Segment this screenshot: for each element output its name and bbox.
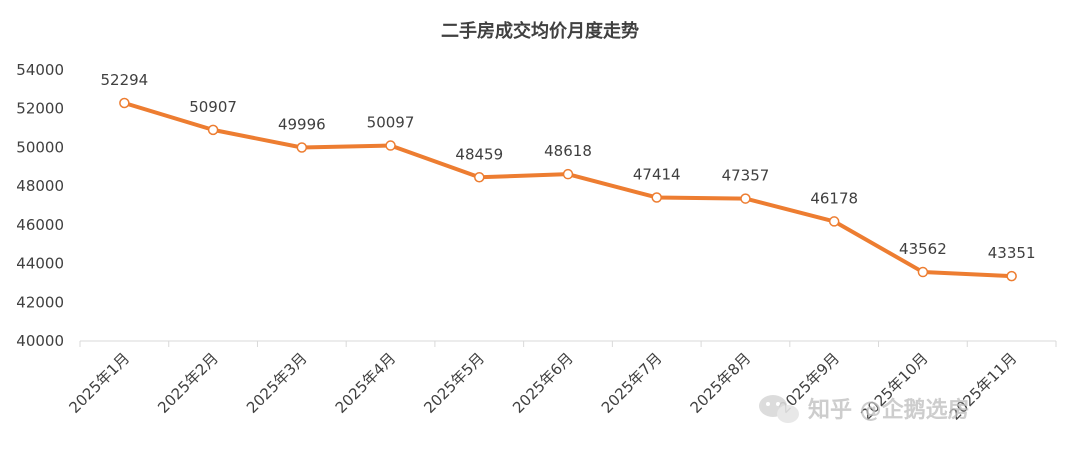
data-point (828, 216, 840, 227)
x-tick-label: 2025年8月 (687, 349, 755, 417)
data-labels: 52294 50907 49996 50097 48459 48618 47414 47357… (101, 71, 1036, 262)
data-label: 47357 (722, 167, 770, 185)
data-point (1006, 270, 1017, 282)
data-point (296, 142, 308, 153)
data-label: 49996 (278, 116, 326, 134)
y-tick-label: 40000 (16, 332, 64, 350)
data-point (917, 266, 929, 278)
data-label: 50097 (367, 114, 415, 132)
y-axis: 40000 42000 44000 46000 48000 50000 52000 54000 (16, 61, 64, 350)
data-label: 48459 (455, 145, 503, 163)
data-point (562, 168, 574, 180)
data-point (740, 193, 751, 204)
data-label: 43562 (899, 240, 947, 258)
x-tick-label: 2025年5月 (420, 349, 488, 417)
data-point (651, 192, 662, 203)
watermark-text: 知乎 @企鹅选房 (808, 397, 970, 423)
series-group (119, 97, 1017, 282)
y-tick-label: 54000 (16, 61, 64, 79)
y-tick-label: 50000 (16, 138, 64, 156)
data-point (385, 140, 396, 151)
y-tick-label: 48000 (16, 177, 64, 195)
x-tick-label: 2025年7月 (598, 349, 666, 417)
x-tick-label: 2025年2月 (154, 349, 222, 417)
series-line (122, 101, 1014, 279)
data-point (207, 124, 219, 136)
data-label: 46178 (810, 189, 858, 207)
y-tick-label: 46000 (16, 216, 64, 234)
x-tick-label: 2025年1月 (66, 349, 134, 417)
y-tick-label: 52000 (16, 100, 64, 118)
data-label: 48618 (544, 142, 592, 160)
watermark: 知乎 @企鹅选房 (759, 395, 970, 423)
x-tick-label: 2025年4月 (332, 349, 400, 417)
data-label: 43351 (988, 244, 1036, 262)
wechat-icon (759, 395, 799, 423)
data-point (119, 97, 130, 109)
x-tick-label: 2025年6月 (509, 349, 577, 417)
data-point (474, 172, 485, 183)
y-tick-label: 42000 (16, 293, 64, 311)
data-label: 52294 (101, 71, 149, 89)
data-label: 50907 (189, 98, 237, 116)
y-tick-label: 44000 (16, 255, 64, 273)
x-tick-label: 2025年3月 (243, 349, 311, 417)
chart-title: 二手房成交均价月度走势 (441, 20, 639, 42)
data-label: 47414 (633, 165, 681, 183)
